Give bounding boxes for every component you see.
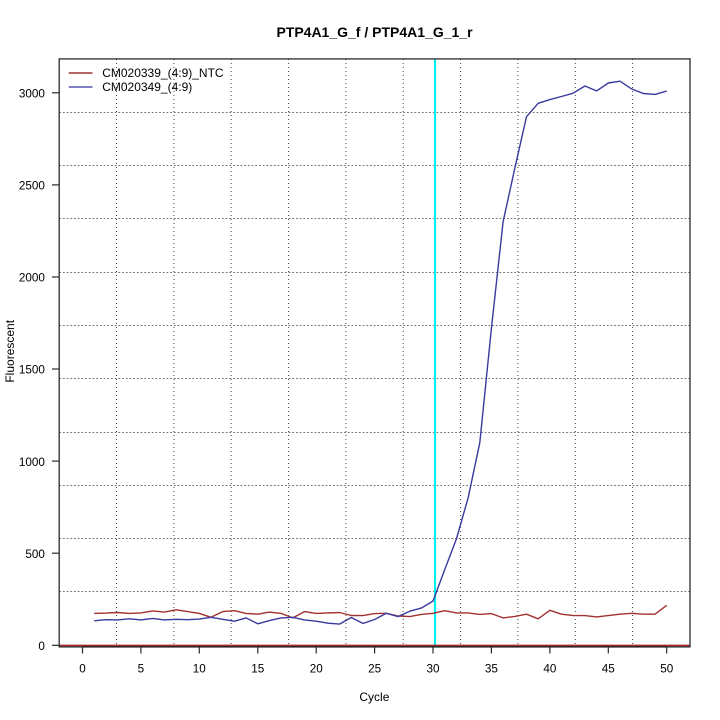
svg-text:Cycle: Cycle	[359, 690, 389, 704]
svg-text:50: 50	[660, 662, 674, 675]
svg-text:1500: 1500	[19, 364, 46, 377]
svg-text:0: 0	[79, 662, 86, 675]
svg-text:2500: 2500	[19, 180, 46, 193]
svg-text:20: 20	[310, 662, 324, 675]
svg-text:40: 40	[543, 662, 557, 675]
svg-text:30: 30	[426, 662, 440, 675]
svg-text:15: 15	[251, 662, 265, 675]
svg-text:PTP4A1_G_f / PTP4A1_G_1_r: PTP4A1_G_f / PTP4A1_G_1_r	[276, 24, 473, 40]
svg-text:45: 45	[602, 662, 616, 675]
svg-text:2000: 2000	[19, 272, 46, 285]
svg-text:CM020349_(4:9): CM020349_(4:9)	[102, 80, 192, 94]
svg-text:3000: 3000	[19, 88, 46, 101]
svg-text:1000: 1000	[19, 456, 46, 469]
svg-text:25: 25	[368, 662, 382, 675]
svg-text:0: 0	[38, 640, 45, 653]
svg-text:35: 35	[485, 662, 499, 675]
svg-text:CM020339_(4:9)_NTC: CM020339_(4:9)_NTC	[102, 66, 224, 80]
svg-text:5: 5	[138, 662, 145, 675]
svg-text:500: 500	[25, 548, 45, 561]
svg-text:10: 10	[193, 662, 207, 675]
svg-text:Fluorescent: Fluorescent	[3, 319, 17, 382]
